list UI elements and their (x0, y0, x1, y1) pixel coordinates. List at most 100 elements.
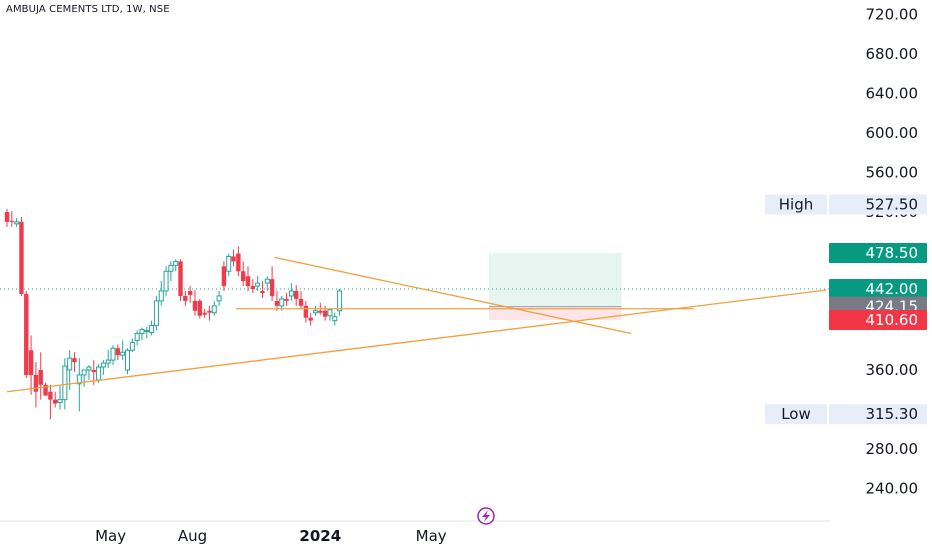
profit-zone (489, 252, 622, 307)
candle-body (255, 282, 261, 287)
low-label-box (765, 404, 827, 425)
candle-body (231, 256, 236, 262)
candle-body (67, 357, 73, 371)
candle-body (284, 298, 289, 301)
candle (250, 279, 256, 293)
candle-body (173, 260, 179, 266)
candle (274, 291, 280, 311)
candle-body (279, 298, 285, 307)
candle (221, 261, 227, 291)
candle (187, 286, 193, 303)
candle-body (322, 310, 328, 317)
candle-body (274, 300, 280, 306)
candle-body (115, 348, 121, 356)
candle (294, 285, 299, 306)
candle-body (318, 310, 323, 313)
candle-body (43, 384, 48, 396)
candle-body (168, 264, 174, 272)
candle (158, 281, 164, 306)
candle-body (260, 291, 265, 293)
candle-body (183, 295, 188, 301)
candle (303, 300, 309, 323)
candle (207, 305, 212, 321)
candle-body (312, 310, 318, 314)
candle-body (308, 317, 313, 321)
price-478-tag-label: 478.50 (866, 244, 919, 262)
candle (100, 360, 106, 375)
price-410-tag: 410.60 (829, 310, 927, 331)
candle (72, 352, 77, 372)
trendlines (6, 256, 827, 393)
candle (125, 348, 130, 374)
candle-body (158, 290, 164, 302)
candle (134, 330, 140, 346)
candle (298, 291, 304, 309)
candle-body (327, 309, 333, 317)
y-tick-label: 720.00 (866, 6, 919, 24)
price-478-tag-box (829, 242, 927, 263)
candle-body (129, 341, 135, 351)
candle-body (96, 366, 102, 381)
candle-body (38, 370, 43, 385)
candle-body (33, 374, 39, 392)
candle (33, 362, 39, 408)
candle (322, 305, 328, 321)
candle-body (86, 366, 92, 371)
price-442-tag-box (829, 279, 927, 300)
lightning-icon-bolt (482, 510, 490, 522)
candle (105, 350, 111, 369)
y-tick-label: 280.00 (866, 440, 919, 458)
candle-body (105, 359, 111, 364)
candle (288, 283, 294, 301)
candle-body (288, 290, 294, 297)
candle-body (149, 325, 155, 333)
candle-body (14, 221, 20, 225)
candle (202, 308, 207, 318)
candle-body (202, 312, 207, 315)
y-tick-label: 560.00 (866, 164, 919, 182)
candle (231, 249, 236, 267)
candle (332, 312, 338, 326)
candle (153, 295, 159, 331)
candle (163, 266, 169, 296)
high-label: High (779, 196, 813, 214)
candle (9, 211, 15, 227)
candle-body (9, 220, 15, 222)
candle (240, 261, 246, 287)
candle (192, 290, 198, 316)
price-442-tag: 442.00 (829, 279, 927, 300)
low-value: 315.30 (866, 405, 919, 423)
candle (183, 291, 188, 306)
candle (255, 276, 261, 291)
position-zones (489, 252, 622, 321)
candle (139, 327, 145, 341)
candle (216, 291, 222, 306)
chart-title: AMBUJA CEMENTS LTD, 1W, NSE (6, 4, 170, 15)
y-tick-label: 680.00 (866, 45, 919, 63)
candle-body (178, 261, 183, 296)
candle-body (91, 370, 96, 372)
candle-body (57, 399, 63, 404)
high-label-box (765, 194, 827, 215)
candle-body (298, 298, 304, 306)
candle-body (125, 349, 130, 371)
x-tick-label: Aug (178, 527, 207, 545)
y-tick-label: 600.00 (866, 124, 919, 142)
candle-body (264, 278, 270, 284)
candle-body (192, 300, 198, 311)
candle-body (120, 351, 126, 356)
price-442-tag-label: 442.00 (866, 280, 919, 298)
candle-body (163, 270, 169, 292)
candle-body (337, 290, 343, 312)
candle (173, 259, 179, 272)
candle (24, 291, 29, 378)
y-tick-label: 240.00 (866, 480, 919, 498)
candle (236, 246, 241, 277)
candle (62, 358, 68, 410)
candle (48, 384, 53, 420)
candle-body (245, 276, 251, 287)
candle (19, 216, 24, 296)
x-tick-label: May (416, 527, 447, 545)
candle-body (62, 365, 68, 401)
